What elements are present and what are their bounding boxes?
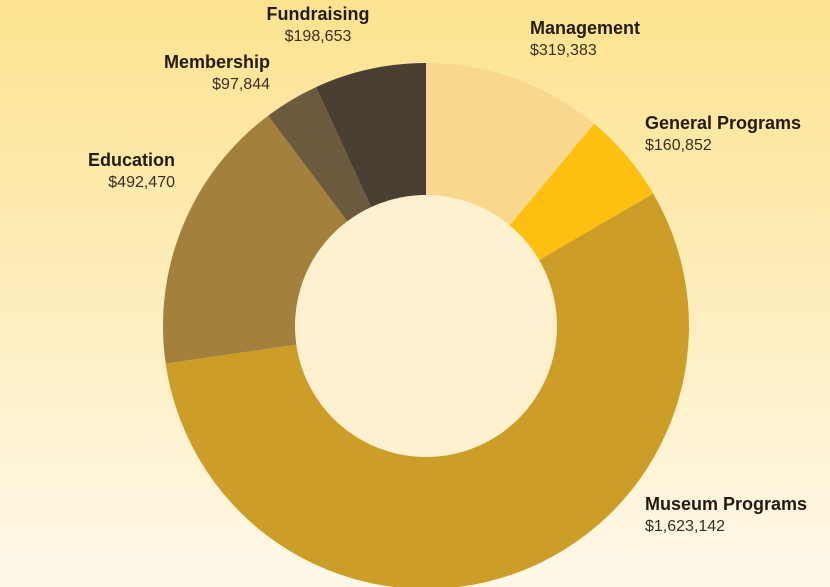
category-label: Education [88, 150, 175, 170]
category-label: Museum Programs [645, 494, 807, 514]
value-label: $492,470 [108, 174, 175, 191]
value-label: $198,653 [285, 28, 352, 45]
value-label: $319,383 [530, 42, 597, 59]
value-label: $1,623,142 [645, 518, 725, 535]
category-label: Management [530, 18, 640, 38]
labels: Management $319,383 General Programs $160,8… [88, 4, 807, 535]
value-label: $160,852 [645, 137, 712, 154]
category-label: General Programs [645, 113, 801, 133]
donut-hole [295, 195, 557, 457]
category-label: Membership [164, 52, 270, 72]
value-label: $97,844 [212, 76, 270, 93]
category-label: Fundraising [267, 4, 370, 24]
